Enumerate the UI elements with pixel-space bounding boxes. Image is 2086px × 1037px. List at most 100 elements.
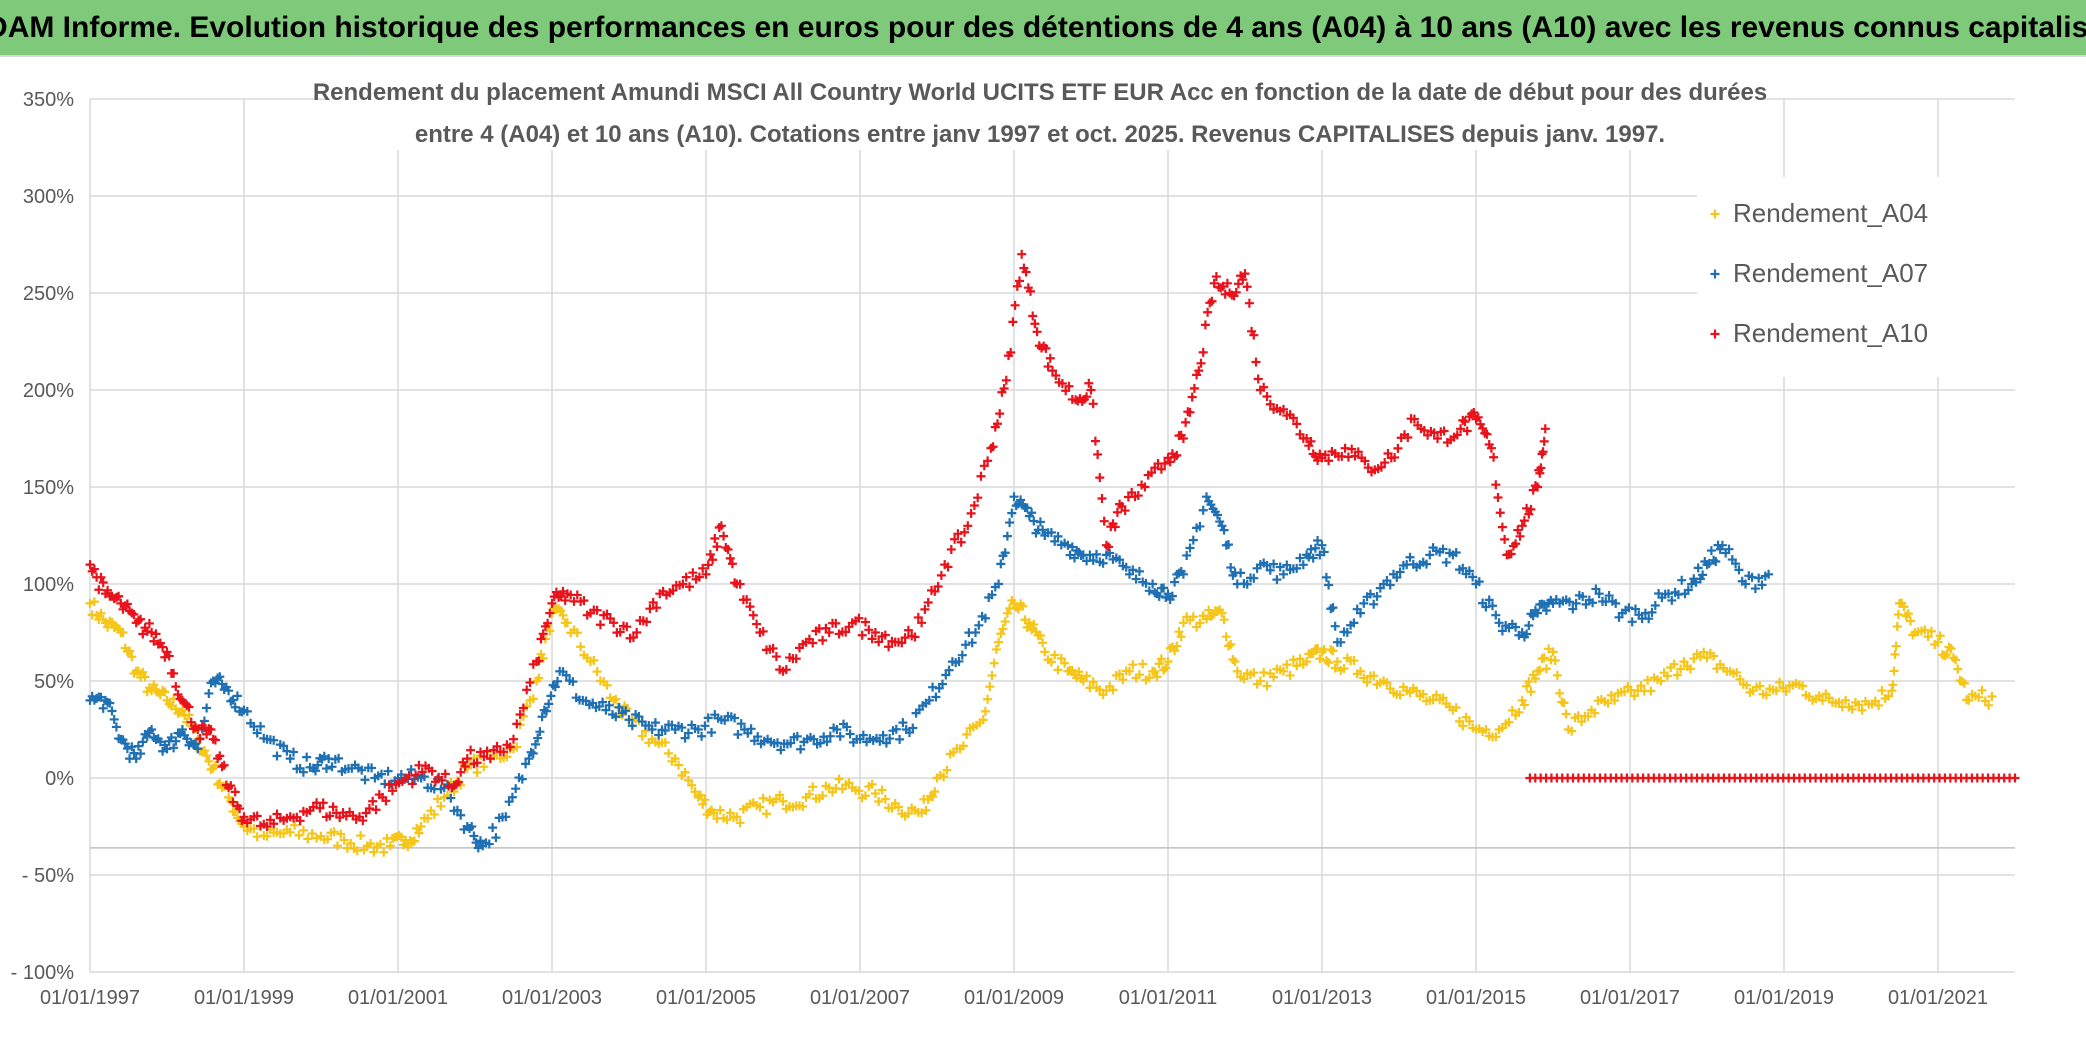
data-point-interp — [433, 794, 443, 804]
data-point-interp — [1182, 550, 1192, 560]
data-point-interp — [1706, 546, 1716, 556]
data-point-interp — [122, 599, 132, 609]
data-point-interp — [762, 809, 771, 819]
data-point — [1517, 521, 1527, 531]
data-point-interp — [1226, 639, 1236, 649]
data-point-interp — [525, 678, 535, 688]
data-point-interp — [1152, 672, 1162, 682]
data-point-interp — [1405, 688, 1415, 698]
data-point — [693, 725, 703, 734]
data-point-interp — [999, 383, 1009, 393]
data-point-interp — [1629, 691, 1639, 701]
data-point-interp — [1482, 429, 1492, 439]
data-point-interp — [125, 646, 135, 656]
data-point-interp — [512, 719, 522, 729]
data-point-interp — [1541, 664, 1551, 674]
data-point-interp — [1538, 447, 1548, 457]
data-point-interp — [880, 630, 890, 640]
data-point-interp — [1353, 447, 1363, 457]
data-point-interp — [228, 695, 238, 705]
data-point-interp — [411, 770, 421, 780]
data-point-interp — [1458, 721, 1468, 731]
data-point-interp — [1222, 278, 1232, 288]
data-point-interp — [204, 688, 214, 698]
data-point-interp — [733, 729, 743, 739]
data-point-interp — [1892, 621, 1902, 631]
data-point-interp — [419, 772, 429, 782]
data-point — [562, 618, 572, 628]
data-point — [870, 628, 880, 637]
data-point-interp — [1734, 565, 1744, 575]
data-point-interp — [775, 790, 785, 800]
data-point-interp — [107, 706, 117, 716]
data-point-interp — [1455, 716, 1464, 726]
data-point-interp — [792, 731, 802, 741]
data-point — [1202, 492, 1211, 502]
data-point — [177, 725, 187, 734]
data-point-interp — [1662, 671, 1672, 681]
data-point-interp — [822, 737, 832, 747]
data-point — [732, 812, 742, 822]
data-point-interp — [703, 560, 713, 570]
data-point-interp — [1847, 704, 1857, 714]
data-point-interp — [642, 617, 652, 627]
data-point — [1178, 569, 1188, 579]
data-point-interp — [1438, 693, 1448, 703]
data-point-interp — [681, 572, 691, 582]
data-point-interp — [946, 544, 956, 554]
data-point-interp — [1308, 648, 1318, 658]
data-point-interp — [379, 847, 389, 857]
data-point — [1255, 676, 1265, 686]
data-point-interp — [683, 728, 693, 738]
data-point-interp — [204, 756, 214, 766]
data-point-interp — [160, 652, 170, 662]
data-point-interp — [171, 736, 181, 746]
data-point — [601, 705, 611, 715]
data-point-interp — [1198, 505, 1208, 515]
data-point-interp — [456, 810, 466, 820]
data-point-interp — [556, 606, 566, 616]
data-point-interp — [1050, 536, 1060, 546]
data-point-interp — [336, 829, 346, 839]
data-point-interp — [1451, 548, 1461, 558]
zero-point — [2010, 773, 2020, 783]
data-point-interp — [1324, 456, 1334, 466]
data-point-interp — [905, 728, 914, 738]
data-point-interp — [941, 670, 951, 680]
data-point-interp — [825, 731, 835, 741]
data-point-interp — [357, 765, 367, 775]
data-point — [963, 521, 973, 531]
data-point-interp — [1244, 298, 1254, 308]
data-point-interp — [1108, 685, 1118, 695]
data-point-interp — [1120, 506, 1130, 516]
data-point-interp — [710, 533, 720, 543]
data-point-interp — [874, 637, 884, 647]
data-point-interp — [637, 731, 647, 741]
data-point — [1302, 657, 1312, 667]
data-point-interp — [884, 642, 894, 652]
data-point — [1279, 666, 1288, 676]
data-point-interp — [1138, 659, 1148, 669]
y-tick-label: - 50% — [22, 865, 74, 887]
data-point-interp — [966, 508, 976, 518]
data-point-interp — [1328, 646, 1338, 656]
data-point-interp — [118, 628, 128, 638]
data-point — [1656, 676, 1666, 686]
data-point — [755, 802, 765, 812]
data-point-interp — [96, 572, 106, 582]
data-point — [1517, 695, 1527, 705]
data-point-interp — [579, 596, 589, 606]
data-point-interp — [589, 655, 599, 665]
data-point-interp — [1506, 549, 1516, 559]
data-point-interp — [1834, 697, 1844, 707]
data-point-interp — [897, 638, 907, 648]
data-point-interp — [604, 700, 614, 710]
data-point-interp — [184, 702, 194, 712]
data-point-interp — [996, 559, 1006, 569]
data-point-interp — [1181, 417, 1191, 427]
data-point-interp — [1176, 632, 1186, 642]
data-point-interp — [1514, 707, 1524, 717]
data-point-interp — [831, 618, 841, 628]
data-point-interp — [961, 640, 971, 650]
data-point-interp — [1007, 508, 1017, 518]
